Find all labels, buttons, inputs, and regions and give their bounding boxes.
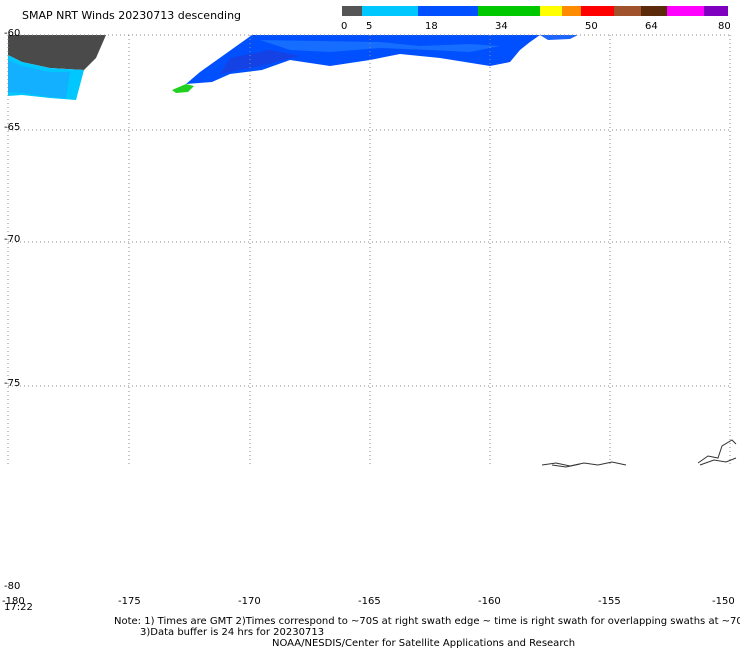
colorbar-segment [342,6,363,16]
lat-lon-grid [7,34,731,464]
colorbar-tick-label: 0 [341,21,348,32]
lat-label: -75 [4,378,21,389]
colorbar-segment [540,6,563,16]
colorbar-tick-label: 50 [585,21,598,32]
lon-label: -160 [478,596,501,607]
antarctic-coastline [541,439,737,468]
wind-swath-tail [540,35,578,40]
colorbar-segment [417,6,479,16]
map-title: SMAP NRT Winds 20230713 descending [22,9,242,22]
lat-label: -65 [4,122,21,133]
high-wind-patch [172,84,194,93]
lat-label: -70 [4,234,21,245]
colorbar-segment [478,6,541,16]
colorbar-tick-label: 34 [495,21,508,32]
moderate-wind-swath-edge [8,60,70,98]
note-line-1: Note: 1) Times are GMT 2)Times correspon… [114,616,740,627]
colorbar-tick-label: 5 [366,21,373,32]
lon-label: -155 [598,596,621,607]
colorbar-segment [666,6,704,16]
colorbar-segment [614,6,642,16]
wind-swath-dark [220,50,300,74]
colorbar-segment [362,6,418,16]
lon-label: -180 [2,596,25,607]
colorbar-tick-label: 18 [425,21,438,32]
lat-label: -80 [4,581,21,592]
wind-speed-colorbar [342,6,728,16]
lon-label: -150 [712,596,735,607]
colorbar-segment [703,6,728,16]
low-wind-swath [8,35,106,70]
colorbar-segment [641,6,667,16]
lon-label: -175 [118,596,141,607]
lat-label: -60 [4,28,21,39]
wind-swath-highlight [260,40,500,52]
lon-label: -170 [238,596,261,607]
colorbar-tick-label: 64 [645,21,658,32]
colorbar-segment [580,6,615,16]
pass-time-label: 17:22 [4,602,33,613]
note-line-2: 3)Data buffer is 24 hrs for 20230713 [140,627,325,638]
colorbar-tick-label: 80 [718,21,731,32]
colorbar-segment [562,6,581,16]
note-line-3: NOAA/NESDIS/Center for Satellite Applica… [272,638,576,649]
lon-label: -165 [358,596,381,607]
